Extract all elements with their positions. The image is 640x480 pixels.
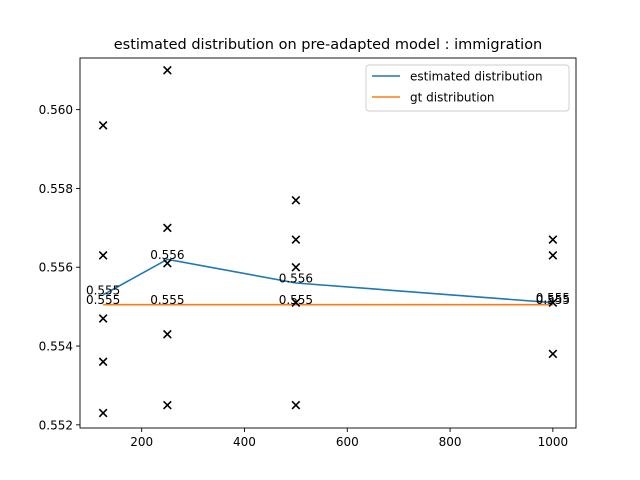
- legend-label-1: gt distribution: [410, 91, 495, 105]
- plot-frame: [79, 57, 577, 429]
- sample-marker: [291, 195, 301, 205]
- sample-marker: [291, 262, 301, 272]
- y-tick-label: 0.556: [39, 261, 73, 275]
- sample-marker: [163, 223, 172, 233]
- sample-marker: [163, 258, 172, 268]
- sample-marker: [291, 298, 301, 308]
- data-label: 0.556: [150, 248, 184, 262]
- data-label: 0.555: [86, 283, 120, 297]
- sample-marker: [98, 121, 108, 130]
- sample-marker: [548, 298, 558, 308]
- series-lines: [102, 258, 553, 306]
- data-label: 0.555: [536, 293, 570, 307]
- data-label: 0.556: [279, 271, 313, 285]
- sample-marker: [548, 235, 558, 245]
- data-label: 0.555: [86, 293, 120, 307]
- y-tick-label: 0.552: [39, 418, 73, 432]
- sample-marker: [163, 65, 172, 75]
- legend-box: [365, 64, 570, 112]
- data-label: 0.555: [150, 293, 184, 307]
- plot-area: [80, 58, 576, 428]
- sample-marker: [291, 400, 301, 410]
- y-tick-label: 0.560: [39, 103, 73, 117]
- x-tick-label: 400: [233, 435, 256, 449]
- sample-marker: [98, 357, 108, 367]
- legend: estimated distribution gt distribution: [365, 64, 570, 112]
- sample-marker: [98, 408, 108, 418]
- chart-title: estimated distribution on pre-adapted mo…: [114, 37, 543, 53]
- x-tick-label: 800: [439, 435, 462, 449]
- sample-marker: [163, 400, 172, 410]
- sample-markers: [98, 65, 558, 418]
- y-tick-label: 0.554: [39, 340, 73, 354]
- sample-marker: [163, 329, 172, 339]
- data-label: 0.555: [536, 291, 570, 305]
- x-axis: 200 400 600 800 1000: [130, 428, 568, 449]
- x-tick-label: 1000: [538, 435, 569, 449]
- y-tick-label: 0.558: [39, 182, 73, 196]
- series-line-0: [102, 258, 553, 304]
- legend-label-0: estimated distribution: [410, 70, 543, 84]
- x-tick-label: 600: [336, 435, 359, 449]
- sample-marker: [291, 235, 301, 245]
- sample-marker: [548, 349, 558, 359]
- sample-marker: [98, 251, 108, 260]
- x-tick-label: 200: [130, 435, 153, 449]
- sample-marker: [548, 251, 558, 260]
- data-label: 0.555: [279, 293, 313, 307]
- sample-marker: [98, 314, 108, 323]
- y-axis: 0.552 0.554 0.556 0.558 0.560: [39, 103, 80, 432]
